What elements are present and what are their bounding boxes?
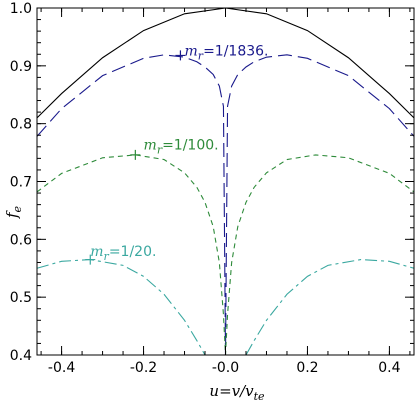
y-tick-label: 0.8: [10, 117, 32, 133]
y-axis-title-main: f: [3, 210, 21, 219]
annotation-value: =1/1836.: [203, 43, 268, 59]
x-tick-label: 0.2: [296, 360, 318, 376]
annotation-cross-marker: [175, 50, 186, 61]
annotation-value: =1/100.: [162, 138, 219, 154]
y-tick-label: 0.7: [10, 175, 32, 191]
y-axis-title: fe: [3, 205, 24, 219]
annotation-symbol: m: [144, 138, 157, 154]
annotation-label-3: mr=1/20.: [90, 244, 156, 263]
y-tick-label: 1.0: [10, 1, 32, 17]
y-tick-label: 0.5: [10, 290, 32, 306]
tick-labels-layer: -0.4 -0.2 -0.0 0.2 0.4 0.4 0.5 0.6 0.7 0.8 0.9 1.0: [10, 1, 401, 376]
annotation-cross-marker: [130, 149, 141, 160]
x-tick-label: 0.4: [378, 360, 400, 376]
annotation-label-1: mr=1/1836.: [185, 43, 269, 62]
curves-layer: [36, 7, 415, 356]
annotation-subscript: r: [104, 250, 110, 263]
annotation-symbol: m: [185, 43, 198, 59]
annotation-label-2: mr=1/100.: [144, 138, 219, 157]
annotation-subscript: r: [198, 49, 204, 62]
annotations-layer: mr=1/1836.mr=1/100.mr=1/20.: [90, 43, 268, 263]
series-line-2: [36, 54, 415, 356]
y-tick-label: 0.4: [10, 348, 32, 364]
x-axis-title-main: u=v/v: [209, 382, 254, 400]
x-axis-title-sub: te: [254, 390, 265, 403]
annotation-subscript: r: [157, 144, 163, 157]
y-tick-label: 0.9: [10, 59, 32, 75]
x-tick-label: -0.4: [48, 360, 75, 376]
y-tick-label: 0.6: [10, 232, 32, 248]
annotation-value: =1/20.: [109, 244, 157, 260]
x-axis-title: u=v/vte: [209, 382, 265, 403]
y-axis-title-sub: e: [11, 205, 24, 212]
annotation-symbol: m: [90, 244, 103, 260]
markers-layer: [85, 50, 186, 265]
x-tick-label: -0.0: [212, 360, 239, 376]
series-line-1: [36, 7, 415, 119]
x-tick-label: -0.2: [130, 360, 157, 376]
annotation-cross-marker: [85, 254, 96, 265]
ticks-layer: [37, 7, 414, 356]
